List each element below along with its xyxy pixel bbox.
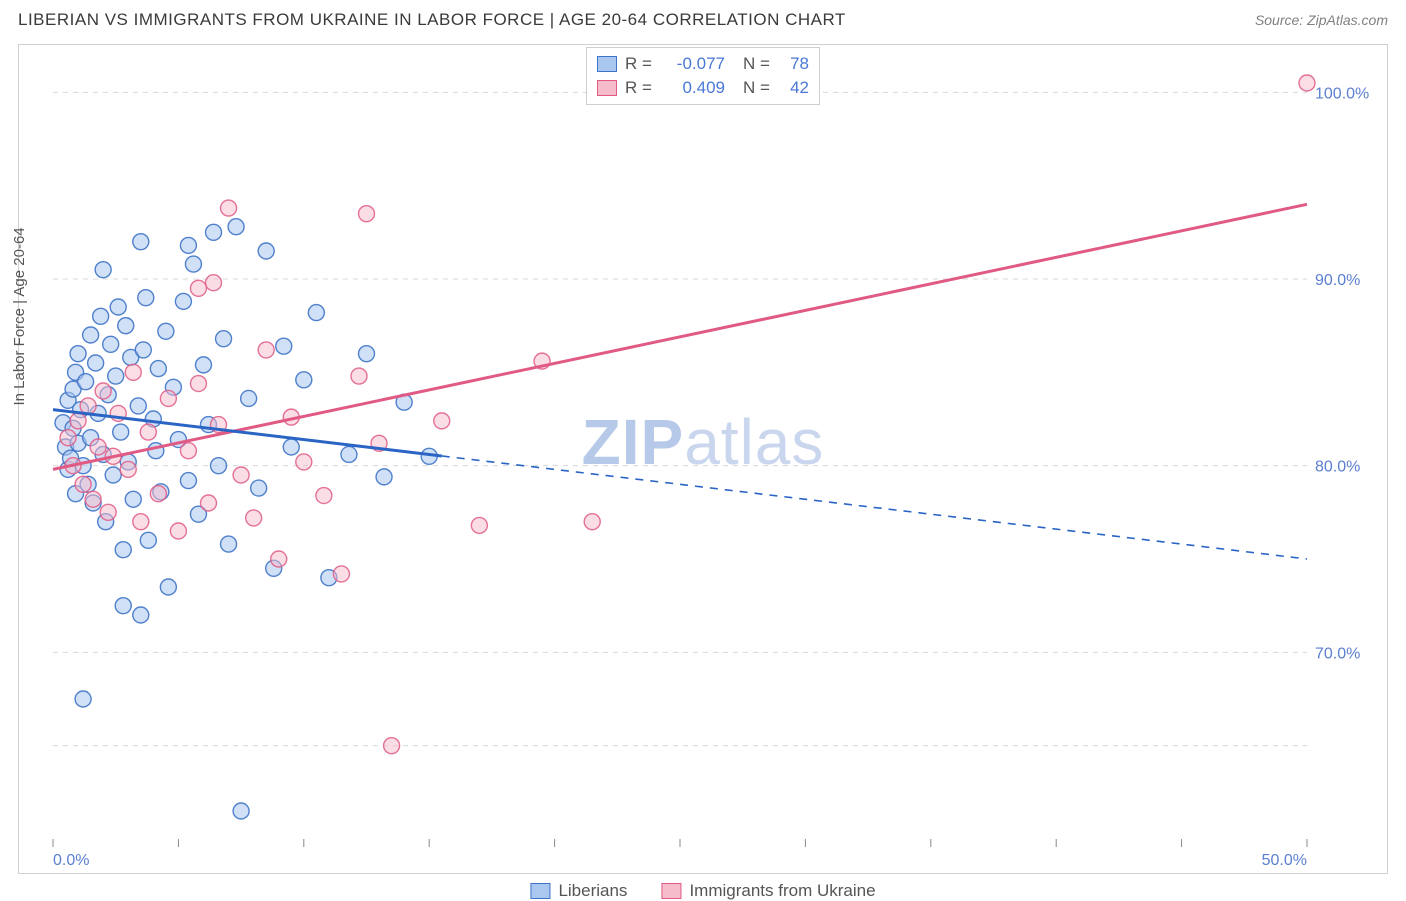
svg-text:80.0%: 80.0% (1315, 459, 1360, 476)
legend-item-pink: Immigrants from Ukraine (661, 881, 875, 901)
legend-row-pink: R = 0.409 N = 42 (597, 76, 809, 100)
legend-item-blue: Liberians (530, 881, 627, 901)
chart-title: LIBERIAN VS IMMIGRANTS FROM UKRAINE IN L… (18, 10, 846, 30)
svg-text:90.0%: 90.0% (1315, 272, 1360, 289)
scatter-plot-svg: 70.0% 80.0% 90.0% 100.0% 0.0% 50.0% (19, 45, 1387, 873)
svg-text:100.0%: 100.0% (1315, 85, 1369, 102)
svg-text:0.0%: 0.0% (53, 852, 89, 869)
chart-area: In Labor Force | Age 20-64 ZIPatlas 70.0… (18, 44, 1388, 874)
y-axis-label: In Labor Force | Age 20-64 (11, 227, 28, 405)
svg-text:50.0%: 50.0% (1262, 852, 1307, 869)
source-attribution: Source: ZipAtlas.com (1255, 12, 1388, 28)
legend-swatch-pink (597, 80, 617, 96)
series-legend: Liberians Immigrants from Ukraine (530, 881, 875, 901)
legend-swatch-blue (597, 56, 617, 72)
legend-row-blue: R = -0.077 N = 78 (597, 52, 809, 76)
legend-swatch-pink-icon (661, 883, 681, 899)
legend-swatch-blue-icon (530, 883, 550, 899)
svg-text:70.0%: 70.0% (1315, 645, 1360, 662)
correlation-legend: R = -0.077 N = 78 R = 0.409 N = 42 (586, 47, 820, 105)
